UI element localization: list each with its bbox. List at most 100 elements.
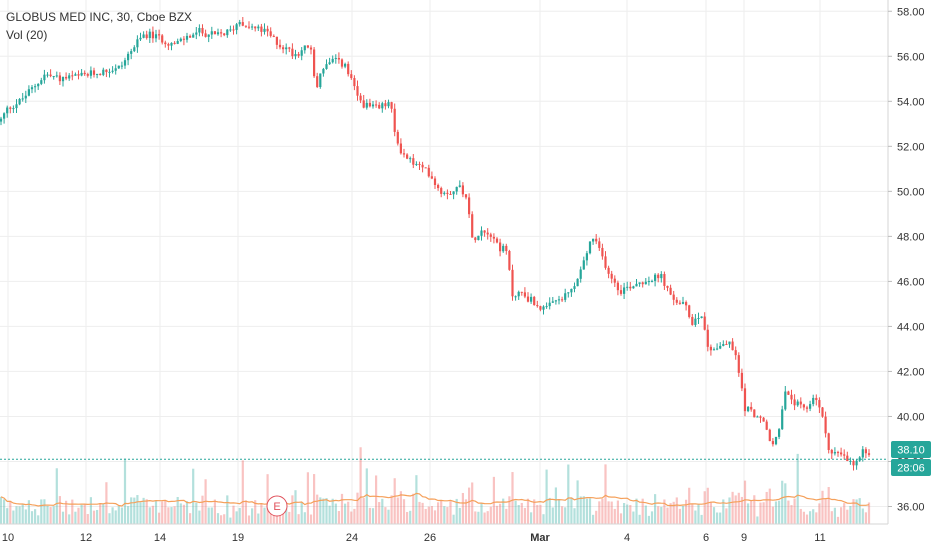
volume-bar: [282, 507, 285, 524]
candle-body: [598, 241, 601, 248]
candle-body: [306, 45, 309, 48]
candle-body: [381, 103, 384, 109]
candle-body: [37, 83, 40, 87]
candle-body: [827, 433, 830, 450]
volume-bar: [846, 509, 849, 524]
volume-bar: [117, 506, 120, 524]
candle-body: [530, 296, 533, 302]
volume-bar: [396, 497, 399, 524]
volume-bar: [753, 495, 756, 524]
volume-bar: [226, 495, 229, 524]
volume-bar: [3, 499, 6, 524]
volume-bar: [114, 510, 117, 524]
candle-body: [561, 299, 564, 301]
earnings-marker[interactable]: E: [266, 495, 288, 517]
candle-body: [185, 35, 189, 40]
candle-body: [734, 350, 737, 356]
candle-body: [300, 50, 303, 56]
candle-body: [774, 436, 778, 445]
candle-body: [130, 51, 133, 54]
volume-bar: [867, 502, 871, 524]
candle-body: [781, 409, 784, 430]
volume-bar: [805, 514, 809, 524]
candle-body: [647, 281, 650, 283]
candle-body: [610, 273, 613, 279]
chart-title[interactable]: GLOBUS MED INC, 30, Cboe BZX: [6, 10, 192, 24]
volume-bar: [350, 511, 353, 524]
volume-bar: [716, 512, 719, 524]
volume-bar: [505, 508, 508, 524]
candle-body: [771, 441, 774, 445]
candle-body: [539, 306, 542, 310]
volume-indicator-label[interactable]: Vol (20): [6, 28, 47, 42]
volume-bar: [830, 511, 833, 524]
candle-body: [291, 48, 294, 57]
candle-body: [368, 102, 371, 107]
volume-bar: [567, 464, 570, 524]
volume-bar: [437, 502, 440, 524]
volume-bar: [127, 506, 130, 524]
candle-body: [437, 184, 440, 189]
candle-body: [92, 70, 96, 75]
candle-body: [108, 71, 111, 73]
candle-body: [799, 401, 802, 405]
volume-bar: [272, 514, 275, 524]
volume-bar: [409, 510, 412, 524]
volume-bar: [0, 496, 3, 524]
volume-bar: [139, 502, 142, 524]
candle-body: [427, 167, 430, 177]
volume-bar: [99, 503, 102, 524]
volume-bar: [796, 453, 799, 524]
volume-bar: [654, 494, 657, 524]
candle-body: [260, 26, 263, 32]
volume-bar: [681, 505, 685, 524]
time-axis[interactable]: 10 12 14 19 24 26 Mar 4 6 9 11: [2, 532, 826, 544]
volume-bar: [216, 513, 220, 524]
candle-body: [421, 164, 424, 168]
candle-body: [468, 197, 471, 215]
candle-body: [458, 185, 461, 187]
candle-body: [784, 391, 787, 410]
volume-bar: [582, 496, 585, 524]
candle-body: [6, 107, 9, 114]
candle-body: [703, 316, 706, 330]
volume-bar: [83, 504, 86, 524]
volume-bar: [548, 497, 551, 524]
candle-body: [247, 26, 251, 28]
volume-bar: [130, 497, 133, 524]
volume-bar: [58, 496, 61, 524]
volume-bar: [309, 514, 313, 524]
candle-body: [579, 269, 582, 279]
candle-body: [675, 299, 678, 303]
volume-bar: [12, 510, 15, 524]
volume-bar: [80, 504, 83, 524]
volume-bar: [461, 492, 464, 524]
volume-bar: [719, 512, 722, 524]
volume-bar: [595, 510, 598, 524]
candle-body: [344, 63, 347, 67]
volume-bar: [610, 501, 613, 524]
candle-body: [334, 57, 337, 59]
candle-body: [201, 27, 204, 34]
volume-bar: [623, 503, 626, 524]
candle-body: [864, 449, 867, 454]
earnings-marker-circle[interactable]: [266, 495, 288, 517]
candle-body: [371, 104, 375, 107]
candle-body: [756, 416, 759, 418]
volume-bar: [579, 496, 582, 524]
volume-bar: [480, 503, 483, 524]
candle-body: [588, 241, 592, 254]
candle-body: [49, 74, 52, 77]
volume-bar: [737, 492, 740, 524]
volume-bar: [573, 508, 576, 524]
candle-body: [223, 33, 226, 36]
candle-body: [523, 292, 526, 297]
volume-bar: [288, 511, 291, 524]
candle-body: [34, 86, 37, 88]
candle-body: [61, 76, 65, 82]
candle-body: [170, 42, 173, 46]
volume-bar: [449, 501, 452, 524]
time-tick-label: Mar: [530, 532, 550, 544]
candle-body: [337, 57, 340, 60]
